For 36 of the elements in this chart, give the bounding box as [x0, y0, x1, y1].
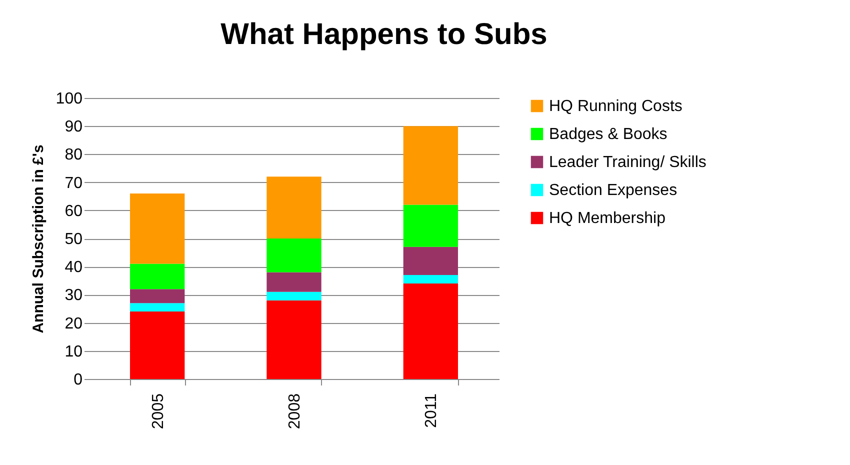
bar	[130, 194, 185, 264]
bar	[130, 289, 185, 304]
bar	[403, 275, 458, 284]
y-axis-title: Annual Subscription in £'s	[30, 144, 47, 334]
bar	[130, 303, 185, 312]
bar	[130, 312, 185, 379]
legend-label: Section Expenses	[549, 182, 678, 199]
legend-label: HQ Running Costs	[549, 98, 682, 115]
chart-title: What Happens to Subs	[220, 18, 548, 51]
bar	[403, 283, 458, 379]
bar	[266, 272, 322, 292]
bar	[130, 264, 185, 290]
y-tick-label: 80	[64, 146, 83, 164]
y-tick-label: 50	[64, 231, 83, 248]
bar	[403, 246, 458, 276]
legend-label: HQ Membership	[549, 210, 666, 227]
y-tick-label: 90	[64, 118, 83, 136]
y-tick-label: 40	[64, 259, 83, 276]
bar	[266, 300, 322, 379]
y-tick-label: 70	[64, 174, 83, 192]
bar	[266, 238, 322, 272]
y-tick-label: 20	[64, 315, 83, 332]
x-tick-label: 2011	[423, 393, 440, 428]
y-tick-label: 10	[64, 343, 83, 360]
legend-label: Leader Training/ Skills	[549, 154, 706, 171]
y-tick-label: 0	[74, 372, 83, 388]
y-tick-label: 60	[64, 202, 83, 220]
y-tick-label: 30	[64, 287, 83, 304]
x-tick-label: 2008	[286, 393, 304, 430]
x-tick-label: 2005	[150, 393, 167, 430]
y-tick-label: 100	[56, 90, 83, 108]
bar	[403, 204, 458, 247]
legend-label: Badges & Books	[549, 126, 668, 143]
bar	[266, 176, 322, 238]
bar	[403, 126, 458, 205]
bar	[266, 292, 322, 300]
